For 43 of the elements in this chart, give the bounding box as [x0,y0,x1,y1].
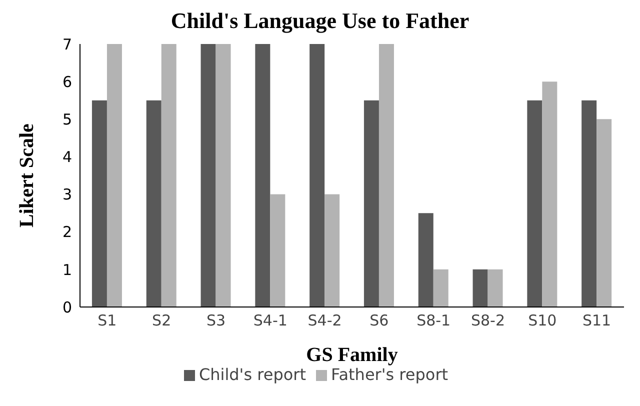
x-tick-label: S4-2 [308,312,342,330]
x-axis-title: GS Family [306,344,398,366]
x-tick-label: S6 [370,312,389,330]
y-tick-label: 7 [62,35,72,54]
bar [161,44,176,307]
y-tick-label: 5 [62,110,72,128]
y-tick-label: 2 [62,223,72,242]
y-tick-label: 3 [62,186,72,204]
y-tick-label: 1 [62,260,72,279]
bar [378,44,394,307]
bar [255,44,270,307]
bar [582,100,597,307]
x-tick-label: S8-2 [470,312,506,330]
x-tick-label: S8-1 [416,312,451,330]
x-tick-label: S3 [206,312,226,330]
bar [146,100,162,307]
bar [364,100,379,307]
bar [542,82,558,307]
x-tick-label: S4-1 [253,312,288,330]
bar [418,213,434,307]
bar [488,269,503,307]
chart-title: Child's Language Use to Father [170,8,470,34]
bar [216,44,231,307]
y-axis-title: Likert Scale [16,123,38,228]
bar [270,194,286,307]
bar [324,194,340,307]
bar [472,269,488,307]
legend-label: Father's report [330,365,448,384]
y-tick-label: 4 [62,148,72,166]
bar [106,44,122,307]
x-tick-label: S1 [98,312,117,330]
y-tick-label: 6 [62,72,72,91]
bar [433,269,448,307]
bar [200,44,216,307]
legend-label: Child's report [198,365,306,384]
y-tick-label: 0 [62,298,72,316]
bar [527,100,542,307]
bar [310,44,325,307]
bar [92,100,107,307]
x-tick-label: S10 [528,312,557,330]
x-tick-label: S2 [152,312,172,330]
bar [596,119,612,307]
x-tick-label: S11 [582,312,612,330]
